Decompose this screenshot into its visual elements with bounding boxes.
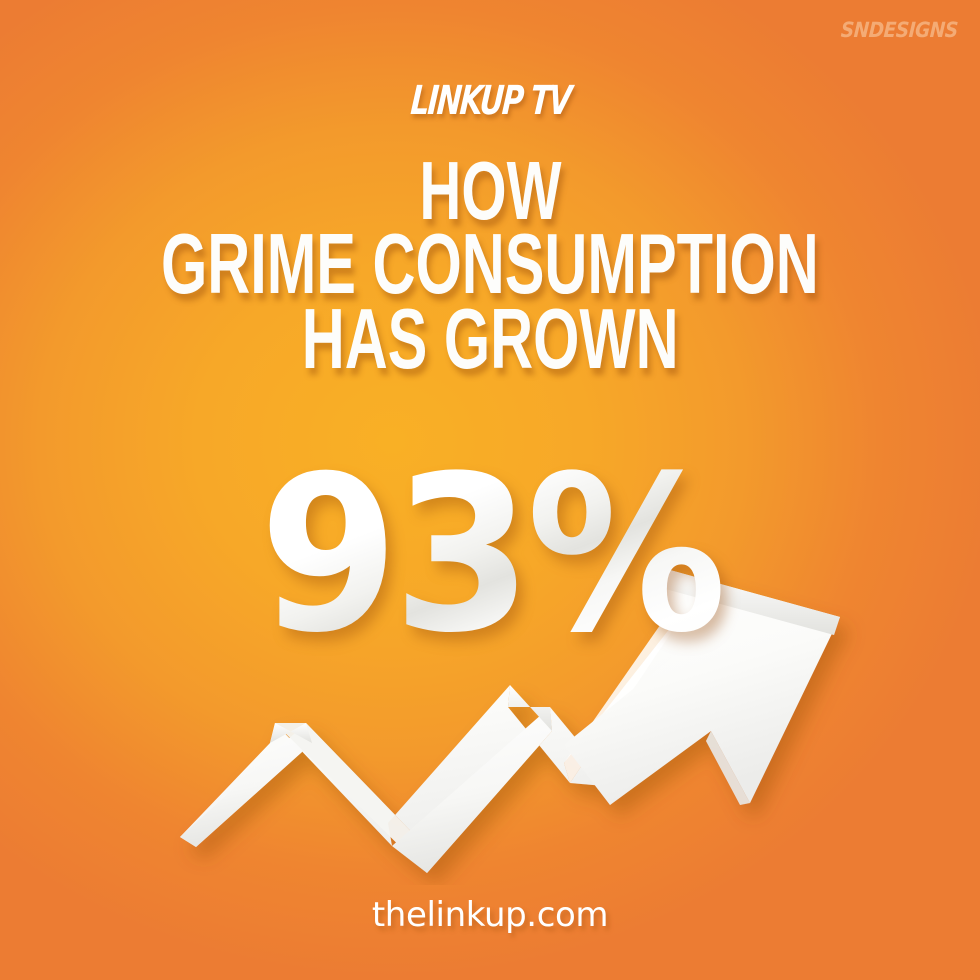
headline-line-3-text: HAS GROWN bbox=[301, 292, 679, 388]
designer-watermark: SNDESIGNS bbox=[840, 18, 959, 42]
headline-line-3: HAS GROWN bbox=[0, 292, 980, 388]
brand-logo-text: LINKUP TV bbox=[408, 78, 572, 124]
statistic-value: 93% bbox=[259, 429, 726, 680]
headline-line-2: GRIME CONSUMPTION bbox=[0, 217, 980, 313]
headline-block: HOW GRIME CONSUMPTION HAS GROWN bbox=[0, 144, 980, 388]
footer-block: thelinkup.com bbox=[0, 895, 980, 935]
brand-logo: LINKUP TV bbox=[0, 78, 980, 124]
arrow-body bbox=[180, 565, 840, 873]
headline-line-1-text: HOW bbox=[419, 144, 561, 237]
statistic-block: 93% bbox=[0, 447, 980, 662]
headline-line-2-text: GRIME CONSUMPTION bbox=[161, 217, 819, 313]
upward-trend-arrow-icon bbox=[140, 555, 880, 885]
headline-line-1: HOW bbox=[0, 144, 980, 237]
website-url[interactable]: thelinkup.com bbox=[371, 895, 609, 935]
